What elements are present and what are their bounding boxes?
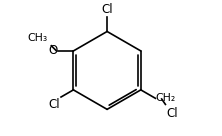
Text: CH₂: CH₂ xyxy=(156,93,176,103)
Text: CH₃: CH₃ xyxy=(27,33,48,43)
Text: Cl: Cl xyxy=(167,107,178,120)
Text: Cl: Cl xyxy=(101,3,113,16)
Text: Cl: Cl xyxy=(49,98,60,111)
Text: O: O xyxy=(48,44,57,57)
